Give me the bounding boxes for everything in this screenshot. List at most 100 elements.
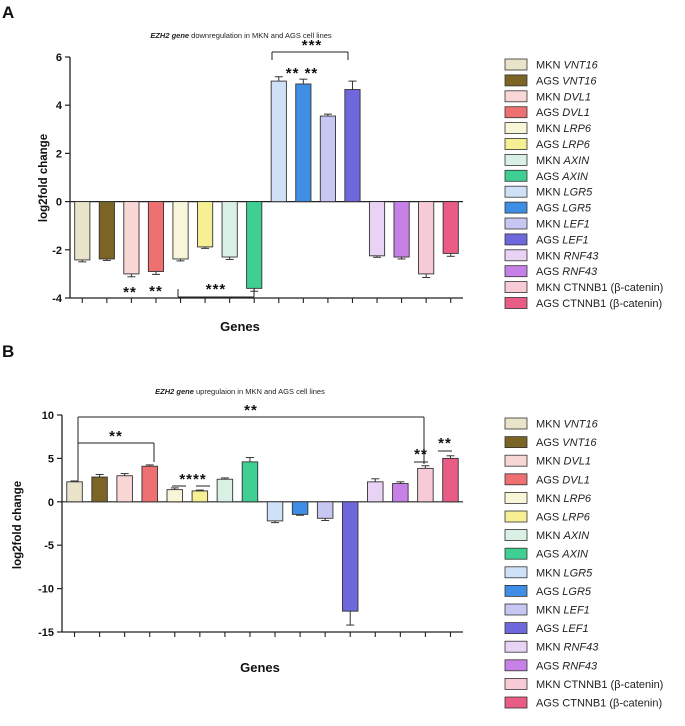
legend-swatch xyxy=(504,417,528,430)
sig-bracket-1-text: ** xyxy=(244,402,258,419)
bar-mkn-lgr5 xyxy=(266,501,284,522)
panel-b-x-axis-label: Genes xyxy=(240,660,280,675)
legend-swatch xyxy=(504,58,528,71)
bar-ags-lgr5 xyxy=(291,501,309,515)
legend-label: MKN LEF1 xyxy=(536,605,590,617)
y-tick-label: 0 xyxy=(48,497,54,509)
bar-mkn-axin xyxy=(216,478,234,503)
bar-ags-lgr5 xyxy=(295,83,312,203)
legend-label: AGS LGR5 xyxy=(536,203,592,215)
sig-bracket-2-text: ** xyxy=(109,428,123,445)
panel-b-y-axis-label: log2fold change xyxy=(12,481,24,569)
bar-ags-lef1 xyxy=(344,89,361,203)
legend-swatch xyxy=(504,436,528,449)
legend-label: MKN AXIN xyxy=(536,155,589,167)
panel-a: A EZH2 gene downregulation in MKN and AG… xyxy=(2,3,663,334)
bar-mkn-vnt16 xyxy=(74,201,91,261)
y-tick-label: 0 xyxy=(56,197,62,209)
legend-swatch xyxy=(504,201,528,214)
legend-swatch xyxy=(504,491,528,504)
panel-a-letter: A xyxy=(2,3,14,22)
bar-ags-vnt16 xyxy=(98,201,115,260)
panel-b-letter: B xyxy=(2,342,14,361)
bar-mkn-lef1 xyxy=(319,115,336,203)
legend-swatch xyxy=(504,185,528,198)
legend-swatch xyxy=(504,122,528,134)
legend-label: MKN RNF43 xyxy=(536,250,599,262)
bar-ags-vnt16 xyxy=(91,476,108,503)
legend-label: MKN LRP6 xyxy=(536,493,592,505)
bar-mkn-ctnnb1 xyxy=(418,201,435,275)
legend-label: MKN VNT16 xyxy=(536,419,599,431)
legend-swatch xyxy=(504,640,528,653)
sig-lower-right-stars: ** xyxy=(149,283,163,300)
bar-mkn-lrp6 xyxy=(166,489,184,503)
sig-ctnnb1-mkn-stars: ** xyxy=(414,446,428,463)
y-tick-label: -2 xyxy=(52,245,62,257)
y-tick-label: 5 xyxy=(48,453,54,465)
legend-swatch xyxy=(504,473,528,486)
panel-b-title: EZH2 gene upregulaion in MKN and AGS cel… xyxy=(155,387,325,396)
legend-label: AGS AXIN xyxy=(536,549,588,561)
bar-mkn-vnt16 xyxy=(66,481,83,503)
legend-label: AGS CTNNB1 (β-catenin) xyxy=(536,298,662,310)
legend-swatch xyxy=(504,138,528,150)
legend-label: MKN VNT16 xyxy=(536,60,599,72)
legend-swatch xyxy=(504,566,528,579)
bar-ags-rnf43 xyxy=(393,201,410,258)
bar-ags-ctnnb1 xyxy=(442,457,459,503)
bar-ags-dvl1 xyxy=(147,201,165,272)
legend-swatch xyxy=(504,153,528,166)
legend-swatch xyxy=(504,585,528,597)
sig-upper-stars: ** ** xyxy=(286,65,319,82)
legend-label: MKN LGR5 xyxy=(536,187,593,199)
legend-swatch xyxy=(504,217,528,230)
bar-mkn-dvl1 xyxy=(116,475,133,503)
legend-label: AGS LEF1 xyxy=(536,623,589,635)
legend-label: AGS LGR5 xyxy=(536,586,592,598)
legend-label: AGS DVL1 xyxy=(536,474,590,486)
bar-mkn-lrp6 xyxy=(172,201,189,260)
bar-ags-dvl1 xyxy=(141,465,158,503)
bar-mkn-lef1 xyxy=(316,501,334,519)
bar-ags-lrp6 xyxy=(197,201,214,248)
legend-swatch xyxy=(504,74,528,87)
legend-label: AGS LRP6 xyxy=(536,139,591,151)
legend-swatch xyxy=(504,547,528,560)
panel-b-plot: -15 -10 -5 0 5 10 xyxy=(38,410,463,639)
y-tick-label: -4 xyxy=(52,293,63,305)
bar-ags-ctnnb1 xyxy=(442,201,459,254)
sig-bracket-upper-text: *** xyxy=(302,37,323,54)
bar-mkn-rnf43 xyxy=(368,201,386,257)
legend-label: MKN DVL1 xyxy=(536,91,591,103)
sig-bracket-lower-text: *** xyxy=(206,281,227,298)
bar-ags-rnf43 xyxy=(392,483,409,503)
y-tick-label: 10 xyxy=(42,410,54,422)
legend-label: MKN AXIN xyxy=(536,530,589,542)
legend-label: AGS VNT16 xyxy=(536,75,597,87)
panel-a-x-axis-label: Genes xyxy=(220,319,260,334)
panel-b-legend: MKN VNT16 AGS VNT16 MKN DVL1 AGS DVL1 MKN LR… xyxy=(504,417,663,710)
panel-a-plot: -4 -2 0 2 4 6 xyxy=(52,52,463,305)
legend-swatch xyxy=(504,510,528,523)
bar-ags-axin xyxy=(241,461,259,503)
bar-mkn-lgr5 xyxy=(270,80,287,203)
bar-mkn-ctnnb1 xyxy=(417,467,434,503)
legend-swatch xyxy=(504,249,528,262)
legend-swatch xyxy=(504,454,528,467)
legend-swatch xyxy=(504,233,528,246)
sig-lrp6-stars: **** xyxy=(179,471,206,488)
legend-label: MKN LRP6 xyxy=(536,123,592,135)
legend-swatch xyxy=(504,281,528,294)
legend-label: MKN LGR5 xyxy=(536,567,593,579)
bar-mkn-rnf43 xyxy=(367,481,384,503)
bar-mkn-axin xyxy=(221,201,238,258)
panel-a-legend: MKN VNT16 AGS VNT16 MKN DVL1 AGS DVL1 MKN LR… xyxy=(504,58,663,310)
panel-a-y-axis-label: log2fold change xyxy=(38,134,50,222)
legend-label: AGS RNF43 xyxy=(536,660,598,672)
y-tick-label: -5 xyxy=(44,540,54,552)
sig-lower-left-stars: ** xyxy=(123,284,137,301)
legend-label: MKN CTNNB1 (β-catenin) xyxy=(536,282,663,294)
sig-ctnnb1-ags-stars: ** xyxy=(438,435,452,452)
legend-swatch xyxy=(504,169,528,182)
